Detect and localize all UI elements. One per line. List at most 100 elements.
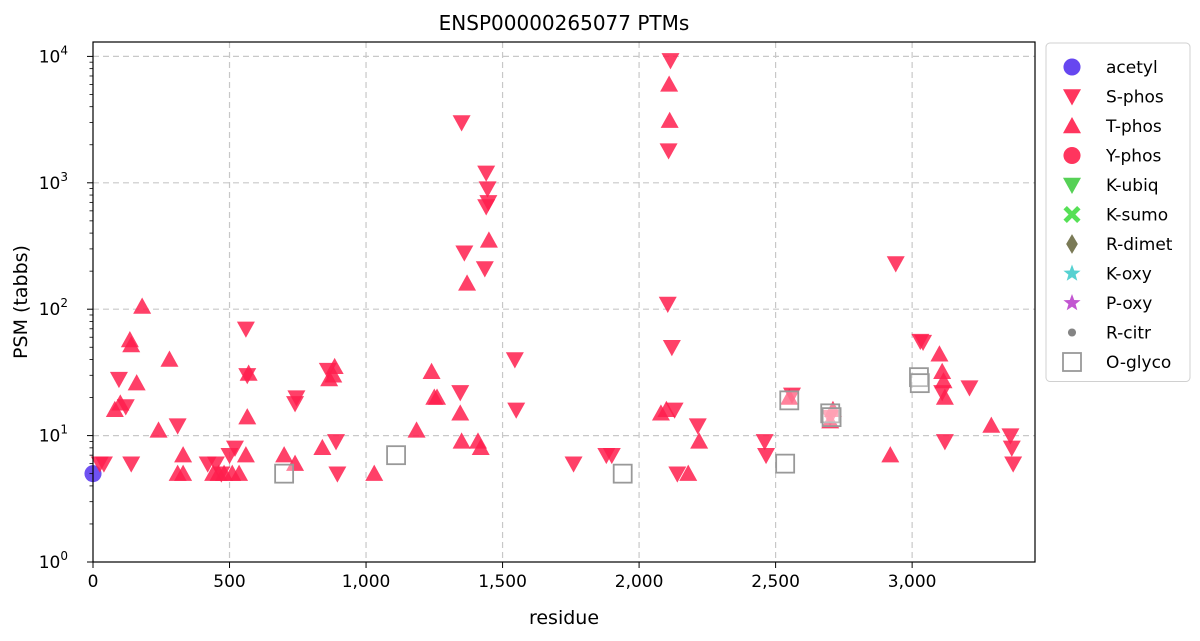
point-t-phos	[690, 432, 709, 449]
point-t-phos	[111, 394, 130, 411]
point-s-phos	[755, 434, 774, 451]
legend-marker-s-phos	[1063, 89, 1081, 106]
point-t-phos	[458, 274, 477, 291]
point-t-phos	[451, 404, 470, 421]
legend-label-y-phos: Y-phos	[1105, 147, 1161, 167]
legend-label-k-oxy: K-oxy	[1106, 265, 1152, 285]
plot-frame	[92, 41, 1036, 563]
point-s-phos	[477, 165, 496, 182]
y-tick-label: 102	[39, 296, 68, 320]
point-t-phos	[365, 464, 384, 481]
point-t-phos	[679, 464, 698, 481]
point-s-phos	[668, 466, 687, 483]
legend-marker-y-phos	[1063, 146, 1081, 165]
point-t-phos	[325, 357, 344, 375]
point-s-phos	[478, 181, 497, 198]
point-s-phos	[1004, 456, 1023, 473]
x-tick-label: 1,000	[342, 572, 391, 592]
point-s-phos	[1002, 440, 1021, 457]
legend-label-r-citr: R-citr	[1106, 324, 1151, 344]
point-t-phos	[313, 438, 332, 456]
point-o-glyco	[821, 407, 842, 428]
point-s-phos	[564, 456, 583, 473]
point-t-phos	[933, 362, 952, 379]
point-t-phos	[174, 464, 193, 481]
y-axis-label: PSM (tabbs)	[10, 245, 32, 359]
legend-marker-k-ubiq	[1063, 177, 1081, 194]
point-s-phos	[960, 380, 979, 397]
point-t-phos	[660, 75, 679, 92]
point-s-phos	[475, 261, 494, 278]
point-t-phos	[657, 400, 676, 417]
point-t-phos	[821, 412, 840, 429]
point-o-glyco	[274, 463, 295, 484]
point-t-phos	[324, 366, 343, 383]
point-t-phos	[930, 345, 949, 362]
point-s-phos	[479, 195, 498, 212]
point-t-phos	[428, 388, 447, 405]
legend-box	[1045, 42, 1191, 382]
point-s-phos	[757, 447, 776, 465]
x-tick-label: 500	[213, 572, 245, 592]
point-s-phos	[662, 340, 681, 357]
point-s-phos	[94, 456, 113, 473]
point-s-phos	[658, 296, 677, 313]
point-t-phos	[238, 408, 257, 425]
point-s-phos	[451, 385, 470, 402]
x-tick-label: 1,500	[478, 572, 527, 592]
point-t-phos	[422, 362, 441, 379]
y-tick-label: 101	[39, 423, 68, 447]
point-o-glyco	[775, 453, 796, 474]
legend-label-p-oxy: P-oxy	[1106, 294, 1152, 314]
point-t-phos	[471, 438, 490, 456]
legend-label-k-sumo: K-sumo	[1106, 206, 1168, 226]
point-o-glyco	[779, 390, 800, 411]
point-s-phos	[505, 352, 524, 369]
x-axis-ticks: 0 500 1,000 1,500 2,000 2,500 3,000	[88, 562, 937, 592]
legend-marker-o-glyco	[1062, 352, 1082, 372]
point-t-phos	[934, 372, 953, 389]
legend-label-r-dimet: R-dimet	[1106, 235, 1173, 255]
legend-marker-t-phos	[1063, 117, 1081, 134]
point-t-phos	[935, 388, 954, 405]
legend-marker-r-citr	[1067, 328, 1077, 337]
y-tick-label: 103	[39, 170, 68, 194]
point-t-phos	[122, 336, 141, 353]
point-s-phos	[287, 390, 306, 407]
legend-marker-k-oxy	[1063, 264, 1081, 281]
point-s-phos	[886, 256, 905, 273]
point-s-phos	[933, 385, 952, 402]
point-s-phos	[597, 447, 616, 465]
point-t-phos	[174, 446, 193, 463]
point-t-phos	[127, 374, 146, 391]
point-t-phos	[881, 446, 900, 463]
point-t-phos	[407, 421, 426, 438]
point-s-phos	[206, 456, 225, 473]
legend-label-s-phos: S-phos	[1106, 88, 1164, 108]
y-tick-label: 104	[39, 43, 68, 67]
point-t-phos	[982, 416, 1001, 433]
point-s-phos	[688, 418, 707, 435]
point-o-glyco	[612, 463, 633, 484]
point-t-phos	[160, 350, 179, 367]
point-s-phos	[109, 371, 128, 389]
point-t-phos	[479, 231, 498, 248]
grid-lines	[93, 42, 1035, 562]
point-t-phos	[286, 454, 305, 471]
point-o-glyco	[909, 373, 930, 394]
point-t-phos	[780, 388, 799, 405]
legend-marker-acetyl	[1063, 58, 1081, 76]
data-points	[84, 53, 1023, 484]
point-t-phos	[236, 446, 255, 463]
point-s-phos	[455, 245, 474, 262]
legend-marker-k-sumo	[1063, 205, 1081, 224]
x-axis-label: residue	[529, 607, 599, 629]
point-s-phos	[935, 434, 954, 451]
x-tick-label: 0	[88, 572, 99, 592]
point-t-phos	[239, 364, 258, 381]
x-tick-label: 2,500	[751, 572, 800, 592]
point-t-phos	[660, 111, 679, 128]
x-tick-label: 3,000	[888, 572, 937, 592]
point-t-phos	[133, 297, 152, 314]
